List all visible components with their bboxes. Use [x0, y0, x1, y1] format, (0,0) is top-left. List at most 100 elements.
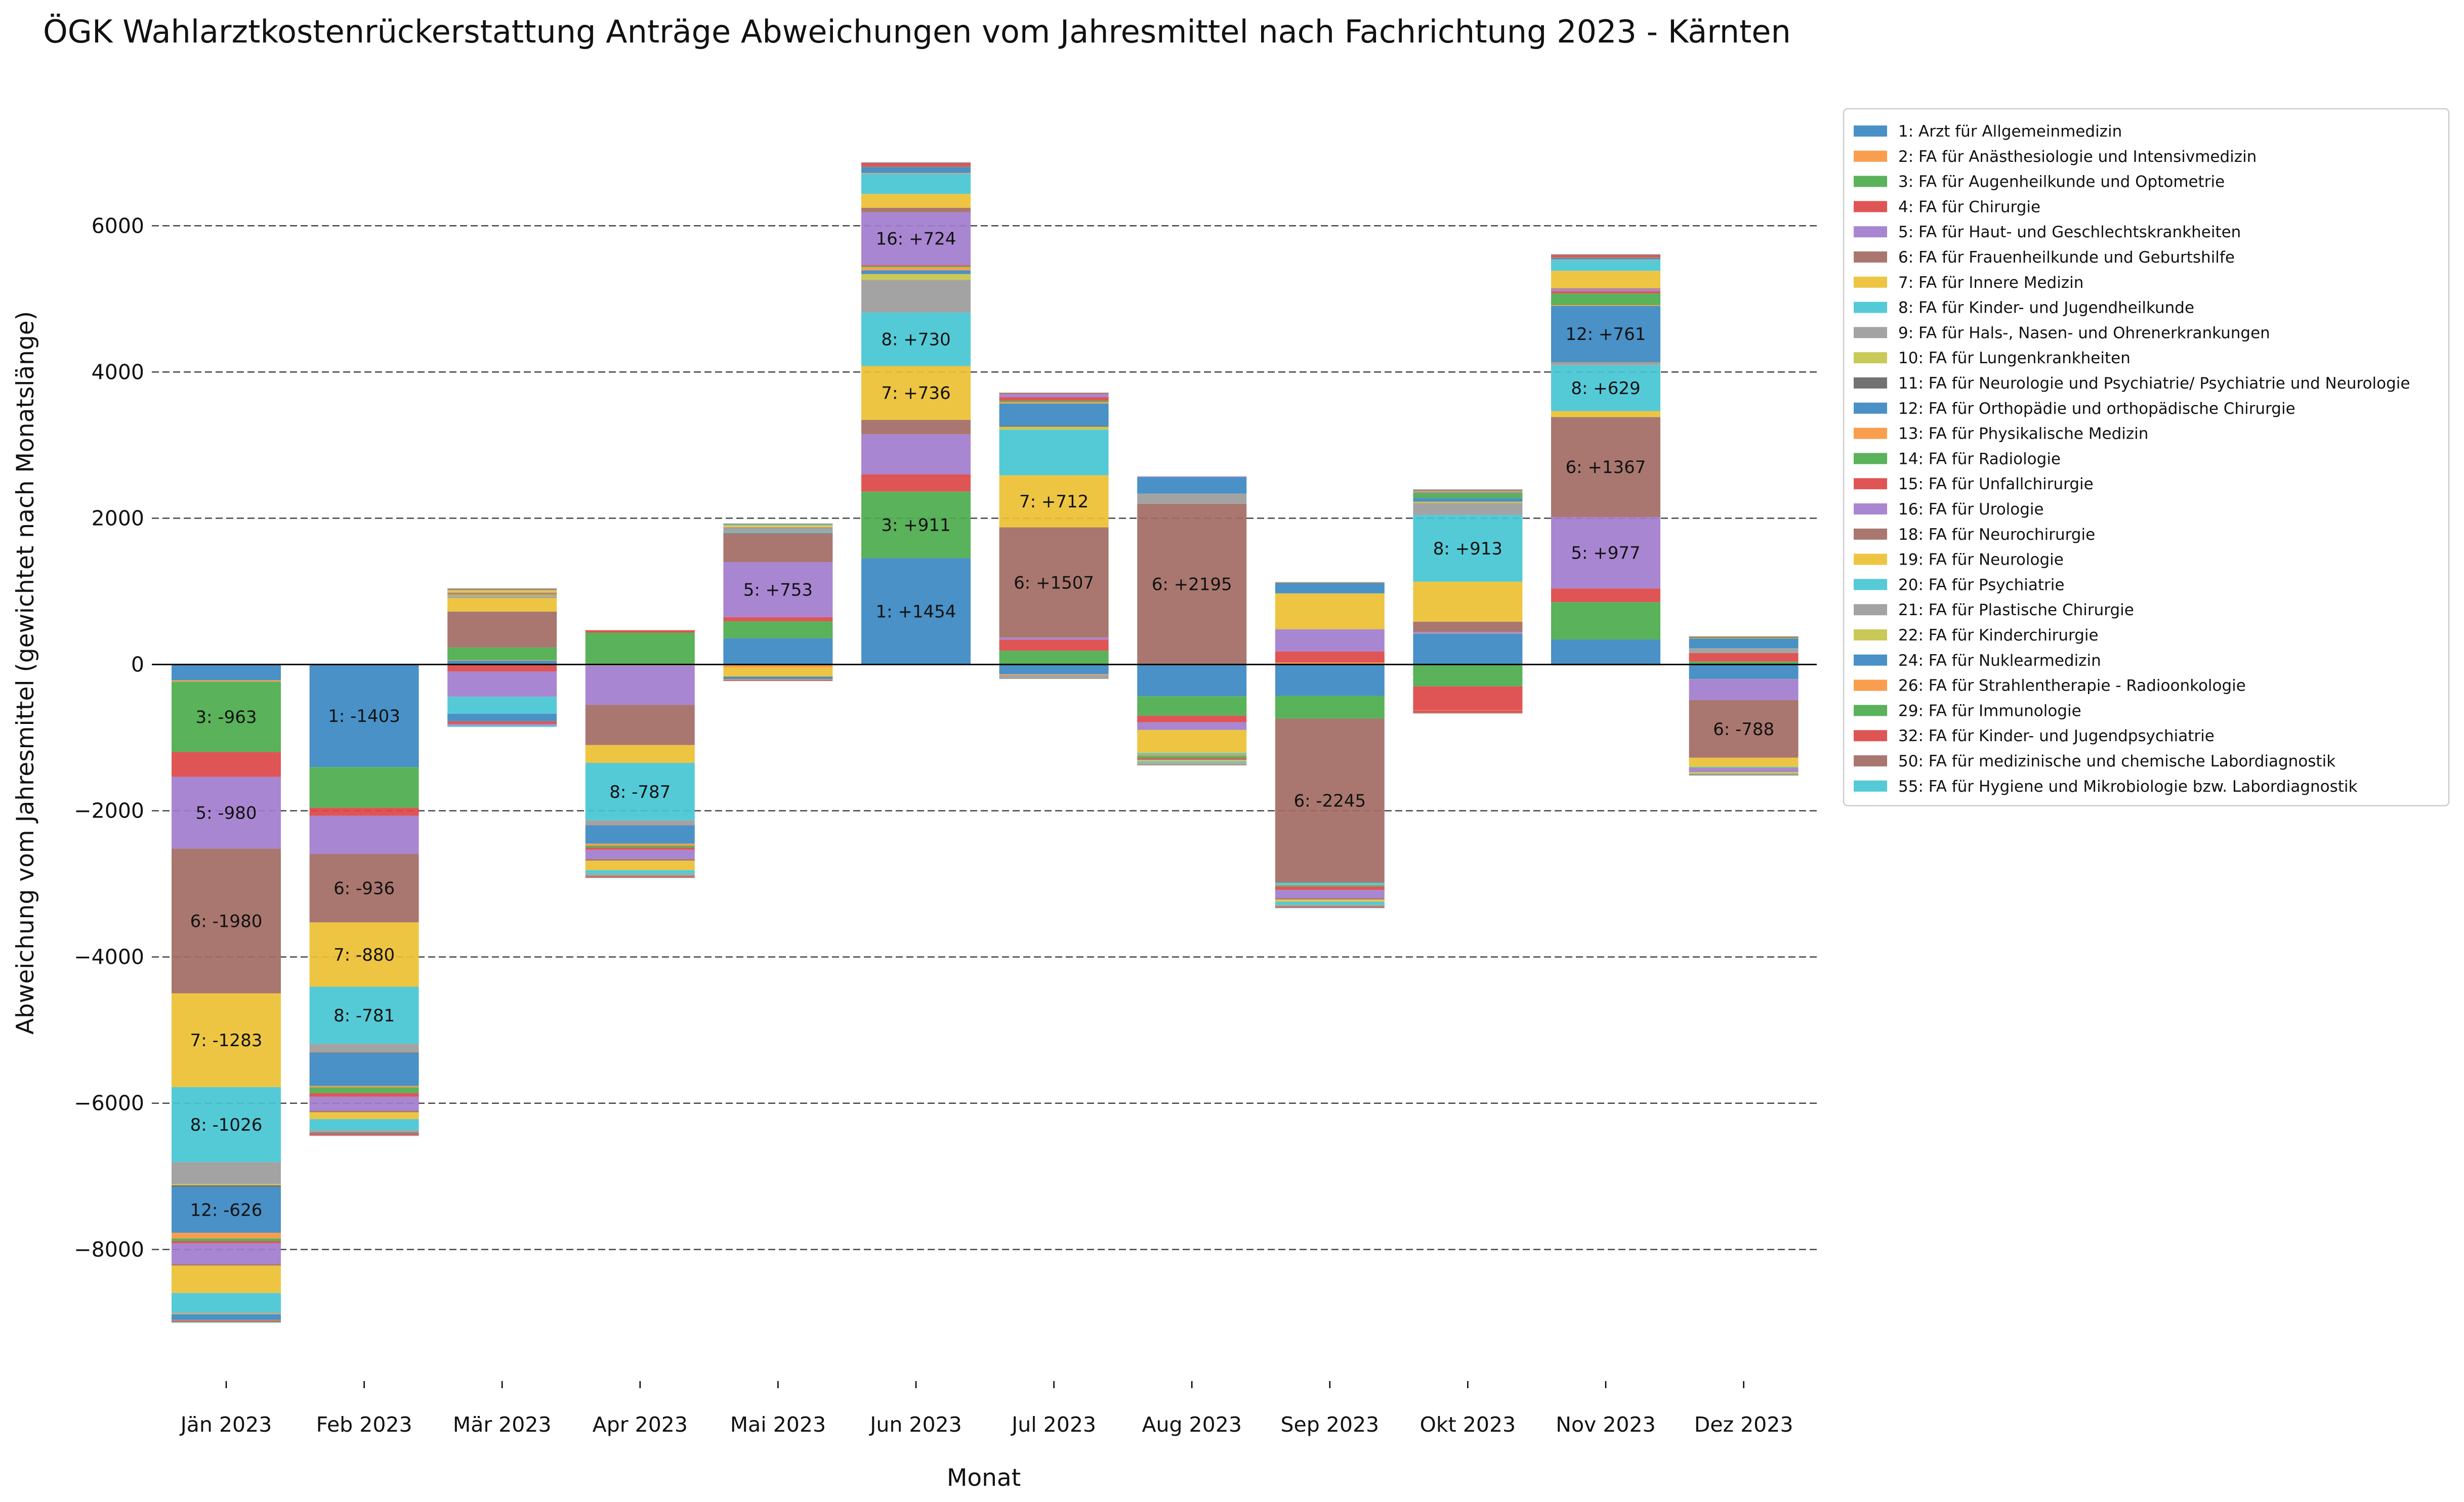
bar-segment	[1275, 662, 1385, 665]
bar-segment	[172, 1185, 281, 1187]
bar-segment	[309, 1086, 419, 1088]
bar-segment	[1689, 774, 1799, 775]
x-tick-label: Dez 2023	[1694, 1412, 1793, 1437]
bar-segment	[309, 1110, 419, 1112]
bar-label: 6: +1507	[1014, 573, 1094, 593]
bar-segment	[1413, 491, 1523, 492]
bar-segment	[585, 745, 695, 763]
bar-segment	[1413, 686, 1523, 710]
bar-segment	[1275, 885, 1385, 887]
bar-segment	[172, 1265, 281, 1293]
bar-segment	[723, 617, 833, 622]
legend-entry: 15: FA für Unfallchirurgie	[1898, 475, 2094, 493]
bar-segment	[585, 825, 695, 826]
bar-segment	[447, 724, 557, 726]
bar-segment	[999, 401, 1109, 403]
bar-segment	[999, 664, 1109, 674]
x-tick-label: Nov 2023	[1556, 1412, 1655, 1437]
bar-label: 16: +724	[876, 229, 956, 249]
bar-segment	[1275, 899, 1385, 902]
bar-segment	[1275, 886, 1385, 890]
bar-segment	[172, 1238, 281, 1241]
x-tick-label: Mär 2023	[453, 1412, 552, 1437]
bar-segment	[1551, 602, 1660, 639]
bar-segment	[172, 1320, 281, 1322]
legend-swatch	[1854, 201, 1887, 212]
bar-segment	[1137, 493, 1247, 504]
bar-segment	[585, 870, 695, 874]
bar-segment	[447, 598, 557, 612]
bar-segment	[447, 697, 557, 714]
bar-segment	[1413, 490, 1523, 491]
bar-segment	[1413, 498, 1523, 502]
bar-segment	[723, 532, 833, 533]
bar-segment	[172, 1320, 281, 1321]
bar-segment	[723, 524, 833, 525]
bar-label: 8: -787	[609, 782, 671, 802]
bar-segment	[1689, 771, 1799, 772]
bar-segment	[585, 845, 695, 848]
bar-segment	[1689, 653, 1799, 662]
bar-segment	[1137, 756, 1247, 758]
bar-segment	[172, 1312, 281, 1314]
bar-segment	[861, 366, 971, 420]
bar-segment	[999, 403, 1109, 426]
bar-segment	[999, 651, 1109, 665]
legend-entry: 10: FA für Lungenkrankheiten	[1898, 349, 2131, 367]
bar-segment	[309, 767, 419, 808]
bar-segment	[1275, 902, 1385, 905]
y-tick-label: −6000	[74, 1091, 144, 1115]
bar-label: 7: +736	[881, 383, 950, 404]
bar-segment	[309, 1131, 419, 1132]
bar-segment	[723, 638, 833, 665]
legend-swatch	[1854, 327, 1887, 338]
bar-segment	[585, 859, 695, 861]
bar-segment	[172, 1232, 281, 1239]
bar-segment	[1137, 664, 1247, 697]
bar-segment	[1275, 898, 1385, 900]
bar-segment	[1413, 489, 1523, 490]
bar-segment	[309, 1133, 419, 1134]
bar-segment	[861, 207, 971, 212]
bar-segment	[1551, 260, 1660, 271]
legend-entry: 50: FA für medizinische und chemische La…	[1898, 752, 2335, 770]
bar-segment	[1551, 258, 1660, 260]
grid	[152, 225, 1817, 1251]
bar-segment	[999, 527, 1109, 638]
bar-segment	[447, 595, 557, 596]
bar-segment	[309, 986, 419, 1044]
legend-entry: 18: FA für Neurochirurgie	[1898, 526, 2095, 544]
bar-segment	[861, 280, 971, 313]
legend-swatch	[1854, 705, 1887, 716]
bar-label: 1: -1403	[328, 706, 400, 726]
bar-label: 6: -936	[333, 879, 395, 899]
bar-segment	[1551, 288, 1660, 289]
bar-segment	[1551, 254, 1660, 258]
bar-label: 8: +913	[1433, 539, 1502, 559]
bar-segment	[999, 425, 1109, 427]
legend-entry: 19: FA für Neurologie	[1898, 551, 2064, 569]
bar-segment	[309, 1087, 419, 1093]
legend-swatch	[1854, 377, 1887, 389]
bar-segment	[1275, 885, 1385, 886]
legend-swatch	[1854, 579, 1887, 590]
bar-segment	[1689, 638, 1799, 639]
bar-segment	[999, 639, 1109, 651]
bar-segment	[999, 475, 1109, 528]
bar-segment	[861, 474, 971, 492]
bar-segment	[1551, 417, 1660, 517]
bar-segment	[999, 393, 1109, 395]
bar-segment	[1551, 365, 1660, 411]
bar-segment	[309, 1119, 419, 1130]
bar-segment	[309, 1131, 419, 1133]
legend-swatch	[1854, 276, 1887, 288]
bar-segment	[999, 430, 1109, 476]
legend-entry: 12: FA für Orthopädie und orthopädische …	[1898, 400, 2295, 418]
bar-segment	[723, 528, 833, 532]
bar-segment	[447, 588, 557, 589]
legend-entry: 26: FA für Strahlentherapie - Radioonkol…	[1898, 677, 2246, 695]
bar-segment	[1275, 907, 1385, 908]
y-tick-labels: −8000 −6000 −4000 −2000 0 2000 4000 6000	[74, 213, 144, 1262]
bar-segment	[861, 212, 971, 266]
legend-box	[1843, 108, 2450, 806]
